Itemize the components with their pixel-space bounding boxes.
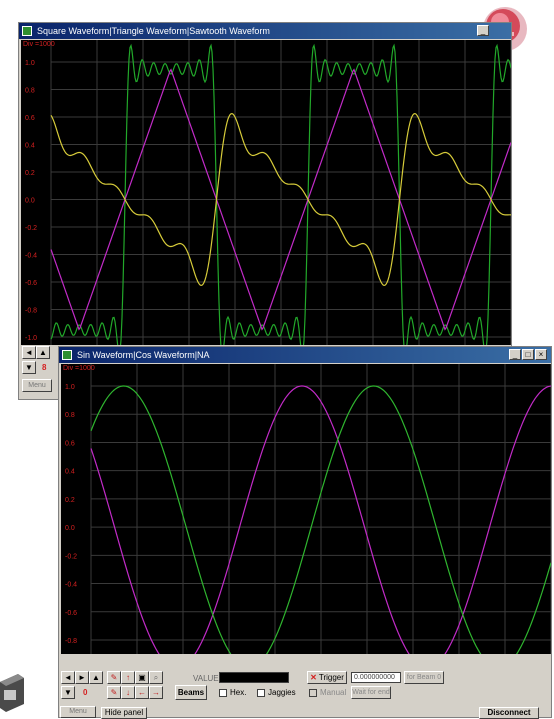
plot2-tick-label: 1.0 [65, 384, 75, 391]
nav-left-button[interactable]: ◄ [61, 671, 75, 684]
plot1-tick-label: 1.0 [25, 60, 35, 67]
plot1-tick-label: -0.4 [25, 253, 37, 260]
nav-right-button[interactable]: ► [75, 671, 89, 684]
plot2-tick-label: -0.6 [65, 610, 77, 617]
manual-checkbox[interactable] [309, 689, 317, 697]
menu-button-1[interactable]: Menu [22, 379, 52, 392]
window-1-title: Square Waveform|Triangle Waveform|Sawtoo… [37, 26, 270, 36]
nav-down-button-1[interactable]: ▼ [22, 361, 36, 374]
counter-value: 0 [83, 688, 88, 697]
for-beam-button[interactable]: for Beam 0 [404, 671, 444, 684]
disconnect-button[interactable]: Disconnect [479, 707, 539, 719]
plot-area-2: 1.0 0.8 0.6 0.4 0.2 0.0 -0.2 -0.4 -0.6 -0.8 [61, 364, 551, 654]
plot2-tick-label: 0.8 [65, 412, 75, 419]
nav-left-button-1[interactable]: ◄ [22, 346, 36, 359]
value-label: VALUE [193, 674, 219, 683]
hex-checkbox[interactable] [219, 689, 227, 697]
arrow-left-red-icon[interactable]: ← [135, 686, 149, 699]
plot1-tick-label: -1.0 [25, 335, 37, 342]
plot2-tick-label: -0.8 [65, 638, 77, 645]
device-icon [0, 668, 26, 714]
trigger-value-field[interactable]: 0.000000000 [351, 672, 401, 683]
close-red-icon: ✕ [310, 673, 317, 682]
plot1-tick-label: 0.4 [25, 143, 35, 150]
window-2-close-button[interactable]: × [535, 349, 547, 360]
triangle-wave-line [50, 68, 511, 331]
app-icon [22, 26, 32, 36]
hide-panel-button[interactable]: Hide panel [101, 707, 147, 719]
sin-wave-line [90, 385, 551, 654]
plot1-tick-label: -0.2 [25, 225, 37, 232]
nav-up-button-1[interactable]: ▲ [36, 346, 50, 359]
plot2-tick-label: -0.4 [65, 582, 77, 589]
oscilloscope-window-1: Square Waveform|Triangle Waveform|Sawtoo… [18, 22, 512, 400]
edit-icon[interactable]: ✎ [107, 671, 121, 684]
nav-up-button[interactable]: ▲ [89, 671, 103, 684]
window-2-titlebar[interactable]: Sin Waveform|Cos Waveform|NA _ □ × [59, 347, 551, 363]
edit-icon-2[interactable]: ✎ [107, 686, 121, 699]
jaggies-checkbox[interactable] [257, 689, 265, 697]
scale-label-2: Div =1000 [63, 365, 95, 372]
arrow-up-red-icon[interactable]: ↑ [121, 671, 135, 684]
value-display [219, 672, 289, 683]
window-1-minimize-button[interactable]: _ [477, 25, 489, 36]
plot2-tick-label: 0.4 [65, 469, 75, 476]
chart-icon[interactable]: ▣ [135, 671, 149, 684]
window-2-minimize-button[interactable]: _ [509, 349, 521, 360]
plot2-tick-label: 0.2 [65, 497, 75, 504]
trigger-button[interactable]: ✕ Trigger [307, 671, 347, 684]
app-icon-2 [62, 350, 72, 360]
window-2-maximize-button[interactable]: □ [522, 349, 534, 360]
arrow-down-red-icon[interactable]: ↓ [121, 686, 135, 699]
arrow-right-red-icon[interactable]: → [149, 686, 163, 699]
scale-label-1: Div =1000 [23, 41, 55, 48]
side-value-1: 8 [42, 363, 47, 372]
beams-button[interactable]: Beams [175, 685, 207, 700]
sawtooth-wave-line [50, 112, 511, 287]
hex-label: Hex. [230, 688, 247, 697]
nav-down-button[interactable]: ▼ [61, 686, 75, 699]
wait-for-end-button[interactable]: Wait for end [351, 686, 391, 699]
plot2-tick-label: 0.6 [65, 440, 75, 447]
plot2-tick-label: -0.2 [65, 553, 77, 560]
zoom-icon[interactable]: ⌕ [149, 671, 163, 684]
jaggies-label: Jaggies [268, 688, 296, 697]
menu-button-2[interactable]: Menu [60, 706, 96, 718]
window-1-titlebar[interactable]: Square Waveform|Triangle Waveform|Sawtoo… [19, 23, 511, 39]
plot-area-1: 1.0 0.8 0.6 0.4 0.2 0.0 -0.2 -0.4 -0.6 -0.8 -1.0 [21, 40, 511, 345]
plot1-tick-label: 0.2 [25, 170, 35, 177]
plot1-tick-label: 0.6 [25, 115, 35, 122]
window-2-title: Sin Waveform|Cos Waveform|NA [77, 350, 210, 360]
plot1-tick-label: 0.0 [25, 198, 35, 205]
square-wave-line [50, 43, 511, 345]
oscilloscope-window-2: Sin Waveform|Cos Waveform|NA _ □ × 1.0 0.… [58, 346, 553, 719]
plot1-tick-label: -0.6 [25, 280, 37, 287]
cos-wave-line [90, 385, 551, 654]
manual-label: Manual [320, 688, 347, 697]
plot2-tick-label: 0.0 [65, 525, 75, 532]
plot1-tick-label: -0.8 [25, 308, 37, 315]
plot1-tick-label: 0.8 [25, 88, 35, 95]
control-panel: ◄ ► ▲ ▼ 0 ✎ ↑ ▣ ⌕ ✎ ↓ ← → VALUE Beams He… [59, 655, 553, 719]
